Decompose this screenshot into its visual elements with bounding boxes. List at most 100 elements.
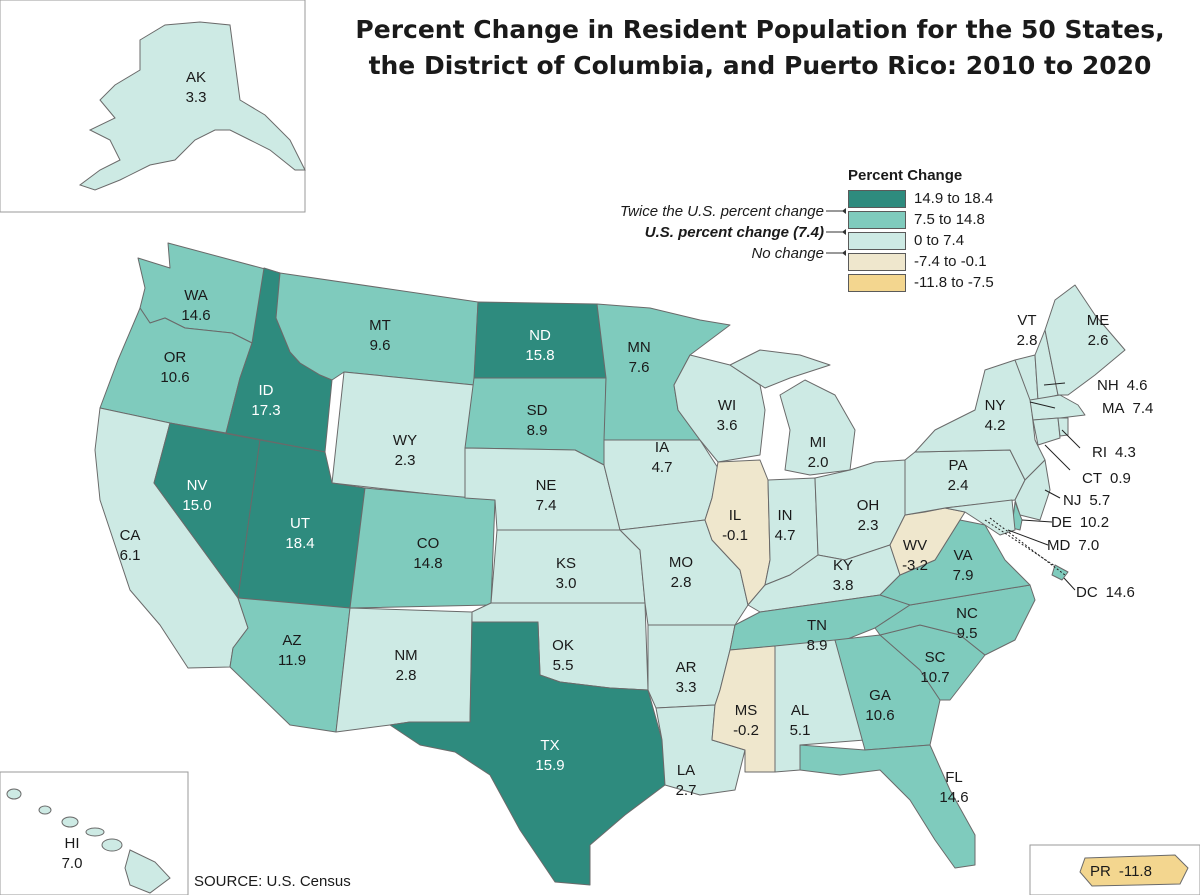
state-abbr-ks: KS <box>556 555 576 572</box>
state-abbr-az: AZ <box>282 632 301 649</box>
legend-label: 7.5 to 14.8 <box>914 211 985 228</box>
state-abbr-ne: NE <box>536 477 557 494</box>
state-value-fl: 14.6 <box>939 789 968 806</box>
state-abbr-ms: MS <box>735 702 758 719</box>
state-value-wy: 2.3 <box>395 452 416 469</box>
state-value-mo: 2.8 <box>671 574 692 591</box>
state-value-oh: 2.3 <box>858 517 879 534</box>
state-me[interactable] <box>1044 284 1126 396</box>
legend-swatch <box>848 232 906 250</box>
state-abbr-nv: NV <box>187 477 208 494</box>
state-value-az: 11.9 <box>278 652 306 669</box>
legend-swatch <box>848 274 906 292</box>
state-abbr-tn: TN <box>807 617 827 634</box>
state-abbr-ak: AK <box>186 69 206 86</box>
state-value-me: 2.6 <box>1088 332 1109 349</box>
legend-label: 0 to 7.4 <box>914 232 965 249</box>
legend-label: -7.4 to -0.1 <box>914 253 987 270</box>
state-mi-upper[interactable] <box>729 349 831 389</box>
state-value-mi: 2.0 <box>808 454 829 471</box>
ct-leader <box>1044 444 1071 471</box>
state-abbr-ny: NY <box>985 397 1006 414</box>
state-md[interactable] <box>944 499 1016 536</box>
state-value-nc: 9.5 <box>957 625 978 642</box>
state-value-in: 4.7 <box>775 527 796 544</box>
state-label-de: DE 10.2 <box>1051 514 1109 531</box>
state-abbr-ky: KY <box>833 557 853 574</box>
state-value-nd: 15.8 <box>525 347 554 364</box>
state-abbr-or: OR <box>164 349 187 366</box>
state-abbr-ca: CA <box>120 527 141 544</box>
state-value-id: 17.3 <box>251 402 280 419</box>
legend-note-us: U.S. percent change (7.4) <box>644 224 824 241</box>
nh-leader <box>1043 382 1066 386</box>
state-nj[interactable] <box>1014 459 1051 521</box>
state-abbr-ma: MA <box>1102 400 1125 417</box>
state-abbr-nj: NJ <box>1063 492 1081 509</box>
ma-leader <box>1029 401 1056 409</box>
md-leader <box>1007 529 1049 546</box>
state-ma[interactable] <box>1029 394 1086 421</box>
state-abbr-wi: WI <box>718 397 736 414</box>
state-value-de: 10.2 <box>1080 514 1109 531</box>
state-abbr-me: ME <box>1087 312 1110 329</box>
state-abbr-de: DE <box>1051 514 1072 531</box>
state-value-nj: 5.7 <box>1089 492 1110 509</box>
state-ak[interactable] <box>78 21 306 191</box>
state-abbr-pa: PA <box>949 457 968 474</box>
state-value-va: 7.9 <box>953 567 974 584</box>
source-note: SOURCE: U.S. Census <box>194 873 351 890</box>
state-dc[interactable] <box>1051 564 1069 581</box>
legend-note-none: No change <box>751 245 824 262</box>
state-value-ia: 4.7 <box>652 459 673 476</box>
state-abbr-nm: NM <box>394 647 417 664</box>
state-abbr-ar: AR <box>676 659 697 676</box>
state-pr[interactable] <box>1079 854 1189 887</box>
state-value-sc: 10.7 <box>920 669 949 686</box>
ri-leader <box>1061 429 1081 449</box>
legend-label: -11.8 to -7.5 <box>914 274 994 291</box>
state-abbr-wv: WV <box>903 537 927 554</box>
legend-title: Percent Change <box>848 167 963 184</box>
state-wi[interactable] <box>673 354 766 463</box>
state-ri[interactable] <box>1057 417 1069 437</box>
state-value-ne: 7.4 <box>536 497 557 514</box>
state-ct[interactable] <box>1032 417 1061 446</box>
state-abbr-ia: IA <box>655 439 669 456</box>
state-value-ar: 3.3 <box>676 679 697 696</box>
state-label-nh: NH 4.6 <box>1097 377 1148 394</box>
state-value-pa: 2.4 <box>948 477 969 494</box>
state-value-ok: 5.5 <box>553 657 574 674</box>
state-hi[interactable] <box>6 788 171 894</box>
state-abbr-al: AL <box>791 702 809 719</box>
state-abbr-tx: TX <box>540 737 559 754</box>
state-abbr-dc: DC <box>1076 584 1098 601</box>
dc-label-leader <box>1063 577 1076 591</box>
state-value-tx: 15.9 <box>535 757 564 774</box>
de-leader <box>1021 519 1053 523</box>
legend-note-twice: Twice the U.S. percent change <box>620 203 824 220</box>
state-value-ri: 4.3 <box>1115 444 1136 461</box>
state-value-ks: 3.0 <box>556 575 577 592</box>
state-label-ma: MA 7.4 <box>1102 400 1153 417</box>
state-value-ca: 6.1 <box>120 547 141 564</box>
state-abbr-md: MD <box>1047 537 1070 554</box>
state-abbr-wy: WY <box>393 432 417 449</box>
legend-label: 14.9 to 18.4 <box>914 190 994 207</box>
state-value-la: 2.7 <box>676 782 697 799</box>
state-label-ri: RI 4.3 <box>1092 444 1136 461</box>
state-value-ct: 0.9 <box>1110 470 1131 487</box>
state-abbr-ri: RI <box>1092 444 1107 461</box>
state-value-ga: 10.6 <box>865 707 894 724</box>
state-value-mt: 9.6 <box>370 337 391 354</box>
state-fl[interactable] <box>799 744 976 869</box>
state-tx[interactable] <box>389 621 666 886</box>
state-abbr-wa: WA <box>184 287 208 304</box>
state-abbr-oh: OH <box>857 497 880 514</box>
state-value-wv: -3.2 <box>902 557 928 574</box>
state-abbr-nc: NC <box>956 605 978 622</box>
state-abbr-mi: MI <box>810 434 827 451</box>
state-value-or: 10.6 <box>160 369 189 386</box>
state-abbr-id: ID <box>259 382 274 399</box>
